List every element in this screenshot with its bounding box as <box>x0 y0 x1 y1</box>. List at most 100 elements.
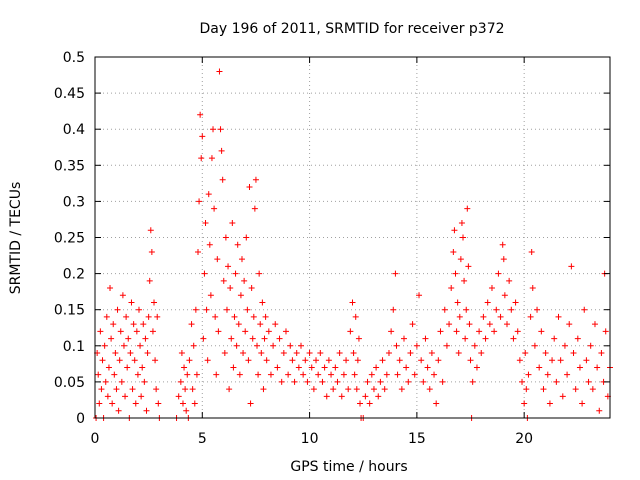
data-point <box>222 234 229 241</box>
data-point <box>450 248 457 255</box>
data-point <box>240 350 247 357</box>
data-point <box>478 350 485 357</box>
y-tick-label: 0.35 <box>54 158 85 174</box>
data-point <box>104 393 111 400</box>
data-point <box>350 350 357 357</box>
data-point <box>418 357 425 364</box>
data-point <box>276 335 283 342</box>
data-point <box>306 350 313 357</box>
data-point <box>145 313 152 320</box>
data-point <box>589 386 596 393</box>
data-point <box>413 342 420 349</box>
data-points <box>93 68 613 421</box>
chart-title: Day 196 of 2011, SRMTID for receiver p37… <box>199 21 504 37</box>
data-point <box>491 328 498 335</box>
data-point <box>192 306 199 313</box>
data-point <box>211 205 218 212</box>
x-tick-label: 20 <box>515 431 533 447</box>
data-point <box>102 378 109 385</box>
data-point <box>117 328 124 335</box>
data-point <box>551 335 558 342</box>
data-point <box>216 68 223 75</box>
data-point <box>289 357 296 364</box>
data-point <box>591 321 598 328</box>
data-point <box>251 205 258 212</box>
data-point <box>308 364 315 371</box>
data-point <box>234 241 241 248</box>
data-point <box>334 378 341 385</box>
data-point <box>394 371 401 378</box>
data-point <box>254 342 261 349</box>
data-point <box>574 335 581 342</box>
data-point <box>197 111 204 118</box>
data-point <box>564 371 571 378</box>
data-point <box>315 371 322 378</box>
data-point <box>409 321 416 328</box>
data-point <box>95 371 102 378</box>
data-point <box>223 306 230 313</box>
data-point <box>531 342 538 349</box>
data-point <box>500 256 507 263</box>
data-point <box>154 313 161 320</box>
data-point <box>544 371 551 378</box>
data-point <box>148 248 155 255</box>
data-point <box>317 350 324 357</box>
data-point <box>403 364 410 371</box>
data-point <box>146 277 153 284</box>
data-point <box>285 371 292 378</box>
y-tick-label: 0.3 <box>63 194 85 210</box>
data-point <box>186 357 193 364</box>
data-point <box>227 285 234 292</box>
data-point <box>373 364 380 371</box>
data-point <box>465 263 472 270</box>
y-tick-label: 0.05 <box>54 375 85 391</box>
data-point <box>357 400 364 407</box>
data-point <box>235 321 242 328</box>
data-point <box>401 335 407 342</box>
data-point <box>420 378 427 385</box>
data-point <box>388 328 395 335</box>
data-point <box>469 378 476 385</box>
data-point <box>464 205 471 212</box>
data-point <box>568 263 575 270</box>
data-point <box>213 371 220 378</box>
data-point <box>383 371 390 378</box>
data-point <box>250 313 257 320</box>
data-point <box>527 313 534 320</box>
data-point <box>109 400 116 407</box>
data-point <box>203 306 210 313</box>
data-point <box>484 299 491 306</box>
data-point <box>202 220 209 227</box>
data-point <box>210 126 217 133</box>
data-point <box>325 357 332 364</box>
data-point <box>110 321 117 328</box>
data-point <box>258 350 265 357</box>
data-point <box>555 313 562 320</box>
data-point <box>263 357 270 364</box>
data-point <box>566 321 573 328</box>
data-point <box>446 321 453 328</box>
y-tick-label: 0.4 <box>63 122 85 138</box>
data-point <box>480 313 487 320</box>
data-point <box>411 371 418 378</box>
data-point <box>355 335 362 342</box>
data-point <box>516 357 523 364</box>
data-point <box>426 386 433 393</box>
axis-ticks <box>94 56 610 419</box>
data-point <box>482 335 489 342</box>
data-point <box>183 407 190 414</box>
data-point <box>300 371 307 378</box>
data-point <box>215 328 222 335</box>
data-point <box>228 335 235 342</box>
data-point <box>265 328 272 335</box>
data-point <box>347 328 354 335</box>
data-point <box>241 277 248 284</box>
data-point <box>368 371 375 378</box>
data-point <box>237 292 244 299</box>
data-point <box>512 299 519 306</box>
data-point <box>243 234 250 241</box>
plot-frame <box>94 56 611 419</box>
data-point <box>99 357 106 364</box>
grid-lines <box>95 57 610 418</box>
